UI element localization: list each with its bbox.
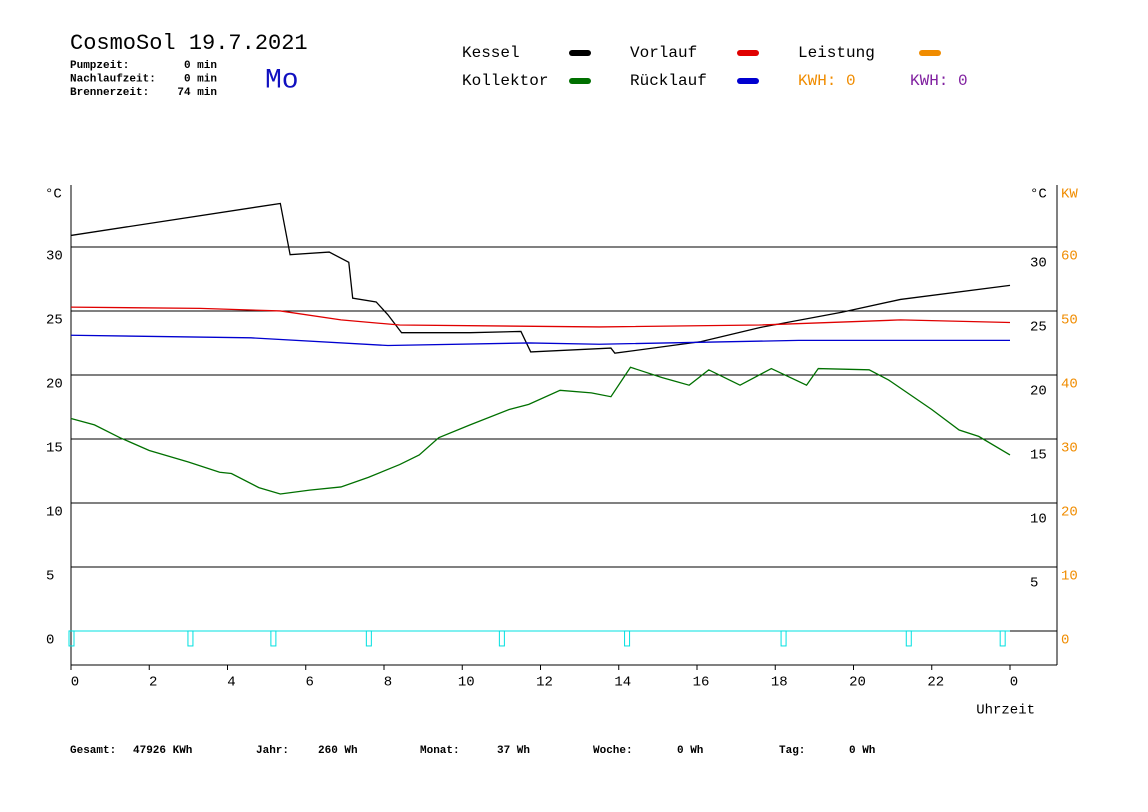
- y-axis-label: °C: [45, 187, 62, 203]
- legend-label: Kessel: [462, 44, 520, 62]
- pump-marker: [780, 630, 787, 647]
- pump-marker: [498, 630, 505, 647]
- y2-tick-label: 60: [1061, 249, 1078, 265]
- stat-label: Nachlaufzeit:: [70, 73, 156, 85]
- total-label: Tag:: [779, 745, 805, 757]
- x-tick-label: 22: [927, 675, 944, 691]
- x-tick-label: 16: [693, 675, 710, 691]
- legend-label: Kollektor: [462, 72, 548, 90]
- series-line: [70, 366, 1011, 495]
- series-line: [70, 202, 1011, 354]
- x-tick-label: 2: [149, 675, 157, 691]
- stat-value: 74 min: [177, 87, 217, 99]
- legend-label: Vorlauf: [630, 44, 697, 62]
- weekday: Mo: [265, 65, 299, 96]
- y2-tick-label: 30: [1061, 441, 1078, 457]
- stat-label: Brennerzeit:: [70, 87, 149, 99]
- y-right-tick-label: 20: [1030, 384, 1047, 400]
- y-right-tick-label: 10: [1030, 512, 1047, 528]
- total-value: 0 Wh: [849, 745, 875, 757]
- total-value: 260 Wh: [318, 745, 358, 757]
- y2-tick-label: 40: [1061, 377, 1078, 393]
- y-right-tick-label: 5: [1030, 576, 1038, 592]
- x-tick-label: 8: [384, 675, 392, 691]
- y-right-tick-label: 15: [1030, 448, 1047, 464]
- y-right-tick-label: 30: [1030, 256, 1047, 272]
- x-tick-label: 12: [536, 675, 553, 691]
- total-label: Woche:: [593, 745, 633, 757]
- total-value: 47926 KWh: [133, 745, 192, 757]
- x-tick-label: 10: [458, 675, 475, 691]
- y-right-tick-label: 25: [1030, 320, 1047, 336]
- x-tick-label: 18: [771, 675, 788, 691]
- total-value: 0 Wh: [677, 745, 703, 757]
- x-tick-label: 6: [306, 675, 314, 691]
- y-tick-label: 15: [46, 441, 63, 457]
- stat-value: 0 min: [184, 73, 217, 85]
- y2-tick-label: 20: [1061, 505, 1078, 521]
- pump-marker: [68, 630, 75, 647]
- total-value: 37 Wh: [497, 745, 530, 757]
- series-line: [70, 334, 1010, 347]
- total-label: Monat:: [420, 745, 460, 757]
- x-axis-label: Uhrzeit: [976, 703, 1035, 719]
- kwh-label: KWH: 0: [910, 72, 968, 90]
- pump-marker: [365, 630, 372, 647]
- stat-label: Pumpzeit:: [70, 60, 129, 72]
- pump-marker: [624, 630, 631, 647]
- x-tick-label: 0: [1010, 675, 1018, 691]
- pump-marker: [999, 630, 1006, 647]
- y-tick-label: 30: [46, 249, 63, 265]
- y2-tick-label: 10: [1061, 569, 1078, 585]
- y2-tick-label: 0: [1061, 633, 1069, 649]
- pump-marker: [187, 630, 194, 647]
- total-label: Jahr:: [256, 745, 289, 757]
- kwh-label: KWH: 0: [798, 72, 856, 90]
- y-tick-label: 20: [46, 377, 63, 393]
- y2-axis-label: KW: [1061, 187, 1078, 203]
- y-tick-label: 0: [46, 633, 54, 649]
- chart-title: CosmoSol 19.7.2021: [70, 31, 308, 56]
- pump-marker: [905, 630, 912, 647]
- stat-value: 0 min: [184, 60, 217, 72]
- legend-label: Rücklauf: [630, 72, 707, 90]
- series-line: [70, 306, 1011, 328]
- y2-tick-label: 50: [1061, 313, 1078, 329]
- legend-label: Leistung: [798, 44, 875, 62]
- x-tick-label: 4: [227, 675, 235, 691]
- y-tick-label: 5: [46, 569, 54, 585]
- x-tick-label: 0: [71, 675, 79, 691]
- pump-marker: [270, 630, 277, 647]
- y-tick-label: 25: [46, 313, 63, 329]
- x-tick-label: 20: [849, 675, 866, 691]
- x-tick-label: 14: [614, 675, 631, 691]
- total-label: Gesamt:: [70, 745, 116, 757]
- y-tick-label: 10: [46, 505, 63, 521]
- y-right-axis-label: °C: [1030, 187, 1047, 203]
